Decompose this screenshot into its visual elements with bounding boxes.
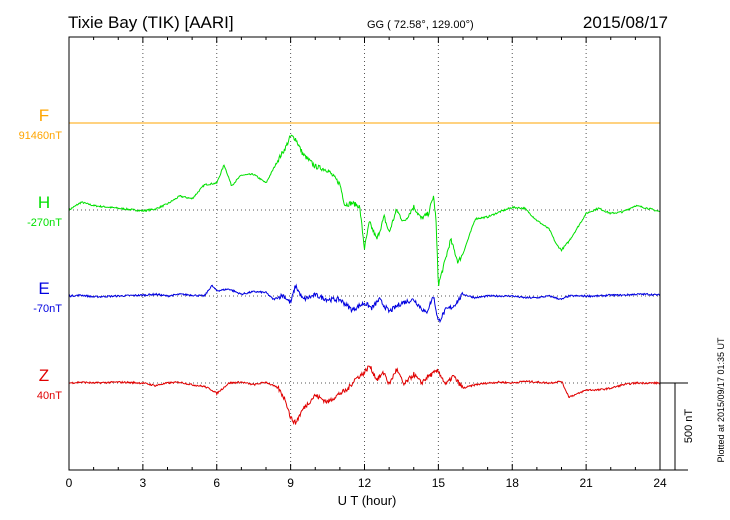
series-baseline-label-Z: 40nT (37, 390, 62, 402)
series-baseline-label-H: -270nT (27, 217, 62, 229)
x-tick-label-24: 24 (653, 476, 667, 490)
baseline-lines (69, 209, 660, 384)
series-labels: F 91460nT H -270nT E -70nT Z 40nT (19, 106, 63, 402)
x-axis-tick-labels: 0 3 6 9 12 15 18 21 24 (66, 476, 667, 490)
series-line-H (68, 134, 661, 287)
scale-bar-label: 500 nT (683, 409, 695, 444)
coords-label: GG ( 72.58°, 129.00°) (367, 19, 474, 31)
station-title: Tixie Bay (TIK) [AARI] (68, 13, 234, 32)
series-line-Z (68, 365, 661, 425)
x-tick-label-9: 9 (287, 476, 294, 490)
series-name-F: F (39, 106, 49, 125)
x-tick-label-0: 0 (66, 476, 73, 490)
x-tick-label-15: 15 (432, 476, 446, 490)
series-name-H: H (38, 193, 50, 212)
plotted-at-label: Plotted at 2015/09/17 01:35 UT (716, 337, 726, 463)
series-baseline-label-E: -70nT (33, 303, 62, 315)
x-tick-label-3: 3 (140, 476, 147, 490)
x-axis-title: U T (hour) (338, 493, 397, 508)
grid-lines (142, 37, 587, 470)
series-line-E (68, 283, 661, 324)
series-name-E: E (38, 279, 49, 298)
x-tick-label-21: 21 (579, 476, 593, 490)
series-lines (68, 122, 661, 425)
series-name-Z: Z (39, 366, 49, 385)
series-baseline-label-F: 91460nT (19, 130, 63, 142)
x-tick-label-6: 6 (213, 476, 220, 490)
x-tick-label-18: 18 (506, 476, 520, 490)
date-label: 2015/08/17 (583, 13, 668, 32)
x-tick-label-12: 12 (358, 476, 372, 490)
x-axis-ticks (68, 37, 661, 470)
